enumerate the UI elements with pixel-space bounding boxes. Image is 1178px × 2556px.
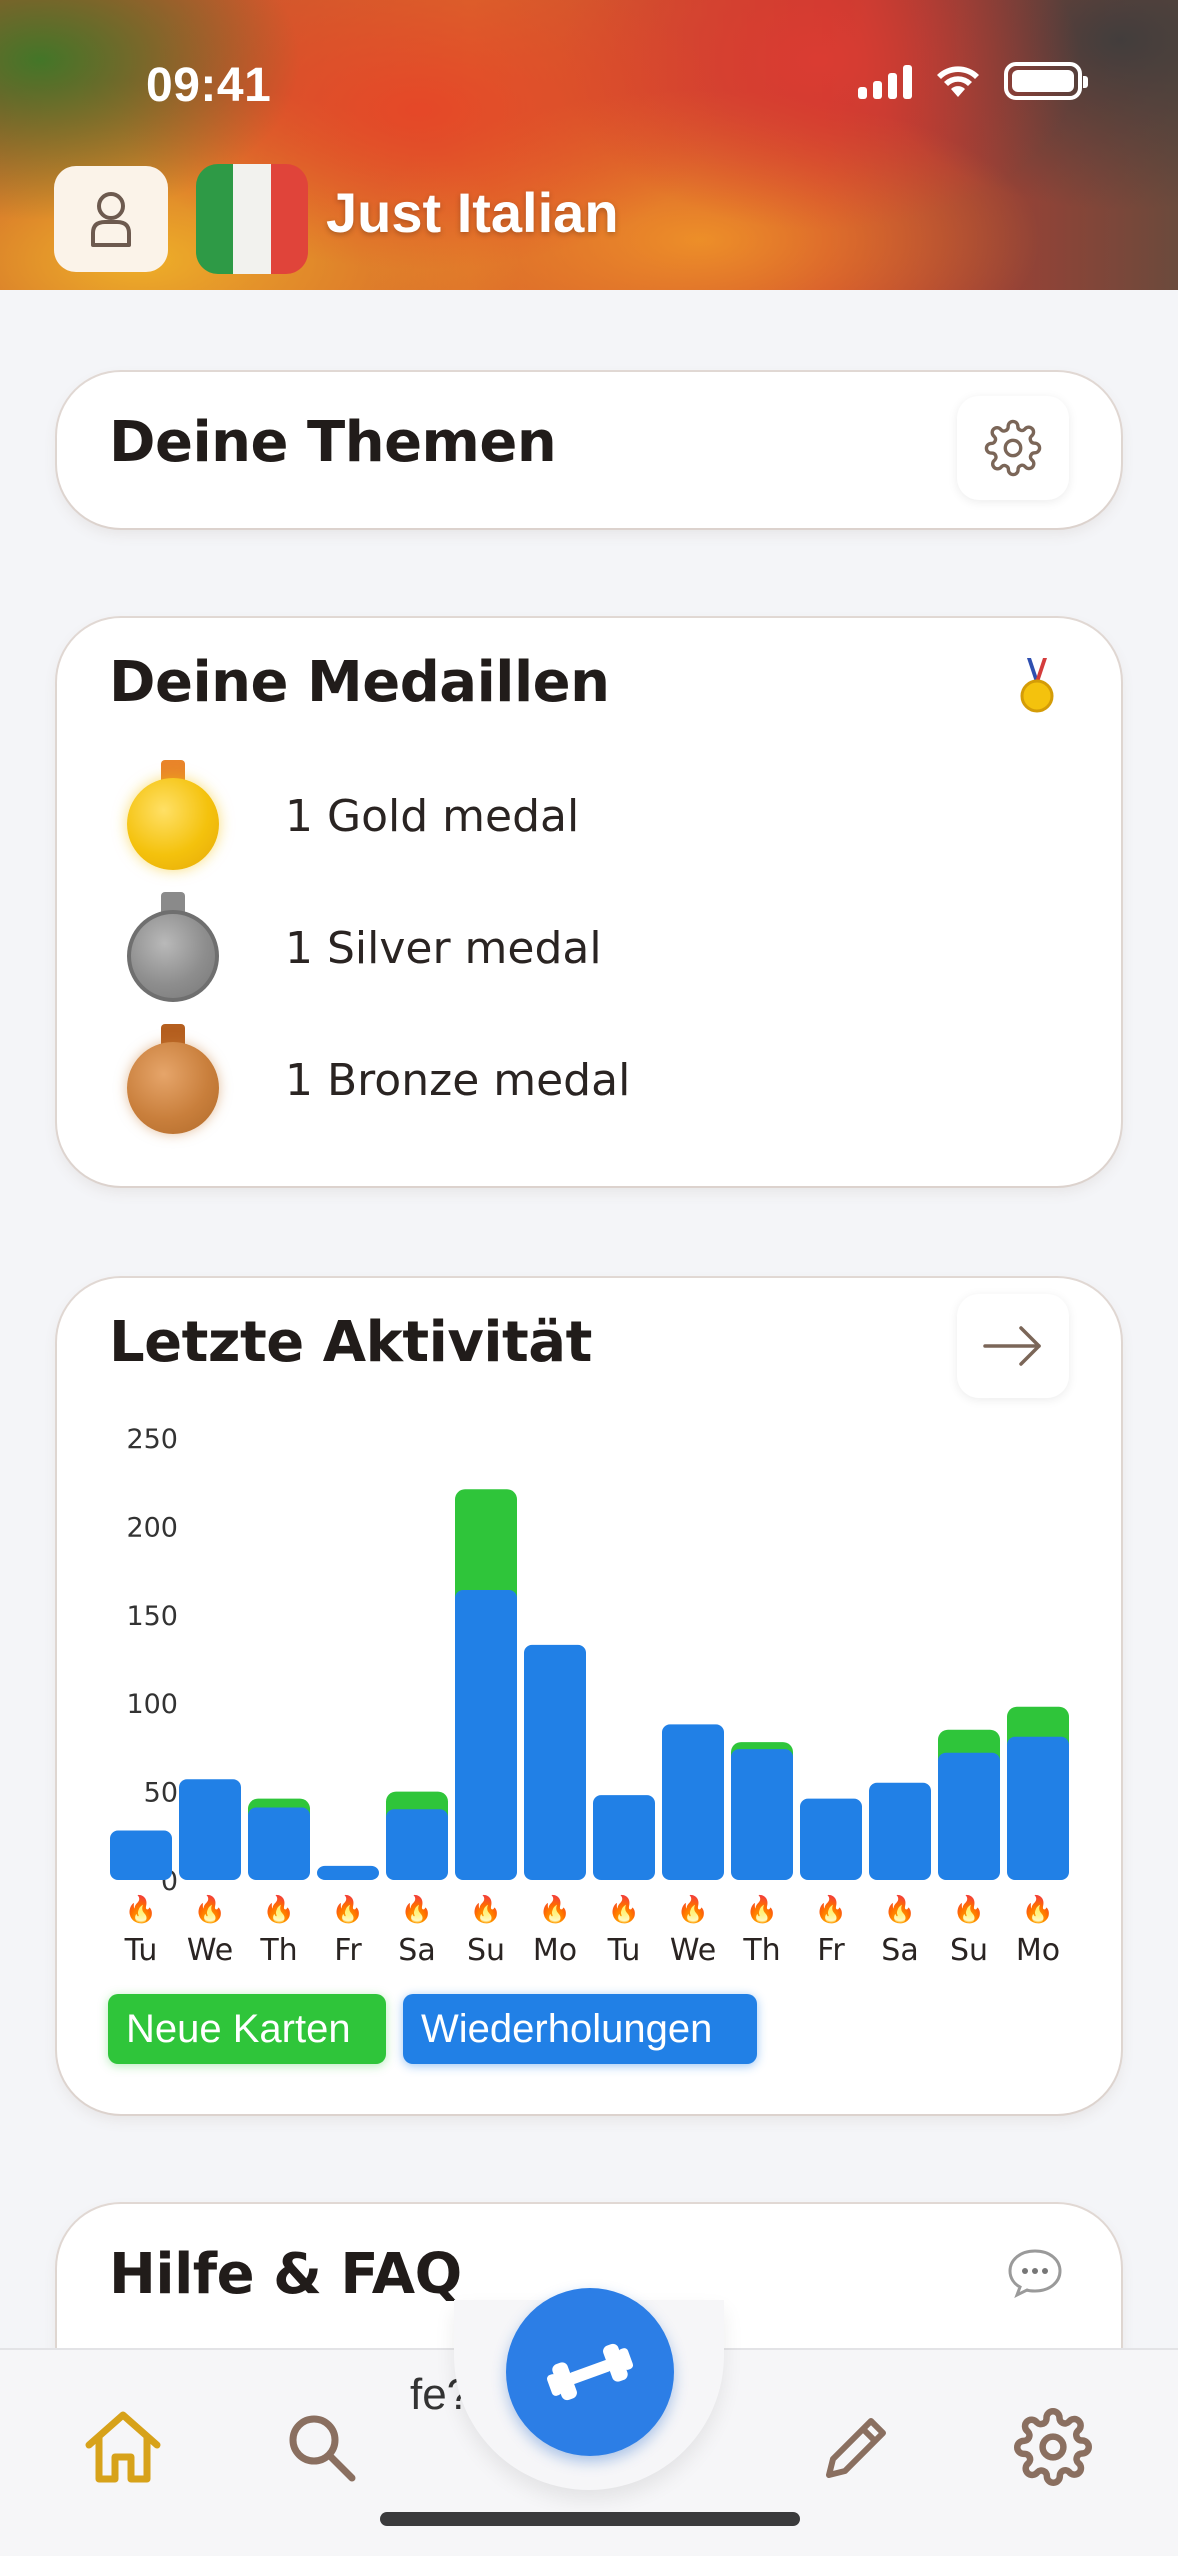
y-tick-label: 100	[126, 1689, 178, 1720]
practice-button[interactable]	[506, 2288, 674, 2456]
x-tick-label: Th	[742, 1933, 780, 1968]
y-tick-label: 150	[126, 1601, 178, 1632]
x-tick-label: Tu	[607, 1933, 641, 1968]
bar-reviews	[386, 1809, 448, 1880]
nav-settings[interactable]	[1008, 2402, 1098, 2492]
bar-reviews	[248, 1807, 310, 1880]
fire-icon: 🔥	[677, 1894, 709, 1925]
app-title: Just Italian	[326, 181, 619, 244]
fire-icon: 🔥	[608, 1894, 640, 1925]
bar-reviews	[662, 1724, 724, 1880]
battery-icon	[1004, 62, 1088, 100]
wifi-icon	[937, 66, 979, 97]
y-tick-label: 250	[126, 1424, 178, 1455]
fire-icon: 🔥	[1022, 1894, 1054, 1925]
fire-icon: 🔥	[125, 1894, 157, 1925]
bar-reviews	[524, 1644, 586, 1880]
fire-icon: 🔥	[401, 1894, 433, 1925]
bar-reviews	[179, 1779, 241, 1880]
status-icons	[858, 62, 1088, 100]
medals-card: Deine Medaillen 1 Gold medal 1 Silver me…	[57, 618, 1121, 1186]
legend-new-cards[interactable]: Neue Karten	[108, 1994, 386, 2064]
activity-details-button[interactable]	[957, 1294, 1069, 1398]
bar-reviews	[455, 1590, 517, 1880]
fire-icon: 🔥	[884, 1894, 916, 1925]
x-tick-label: Tu	[124, 1933, 158, 1968]
bar-reviews	[593, 1795, 655, 1880]
x-tick-label: We	[670, 1933, 716, 1968]
bronze-medal-icon	[123, 1024, 223, 1136]
silver-medal-label: 1 Silver medal	[285, 922, 602, 974]
gold-medal-label: 1 Gold medal	[285, 790, 580, 842]
x-tick-label: Su	[467, 1933, 505, 1968]
fire-icon: 🔥	[953, 1894, 985, 1925]
bar-reviews	[731, 1749, 793, 1880]
search-icon	[289, 2415, 356, 2482]
x-tick-label: Fr	[334, 1933, 362, 1968]
signal-icon	[858, 63, 912, 99]
silver-medal-icon	[123, 892, 223, 1004]
bronze-medal-label: 1 Bronze medal	[285, 1054, 631, 1106]
medal-row-gold: 1 Gold medal	[123, 760, 579, 872]
fire-icon: 🔥	[194, 1894, 226, 1925]
gear-icon	[984, 419, 1042, 477]
medal-row-silver: 1 Silver medal	[123, 892, 602, 1004]
bar-reviews	[110, 1830, 172, 1880]
fire-icon: 🔥	[746, 1894, 778, 1925]
app-logo	[196, 164, 308, 274]
home-indicator	[380, 2512, 800, 2526]
fire-icon: 🔥	[263, 1894, 295, 1925]
fire-icon: 🔥	[332, 1894, 364, 1925]
x-tick-label: Sa	[881, 1933, 918, 1968]
user-icon	[91, 192, 131, 247]
x-tick-label: Mo	[533, 1933, 577, 1968]
topics-card[interactable]: Deine Themen	[57, 372, 1121, 528]
chat-bubble-icon	[1008, 2249, 1062, 2298]
x-tick-label: Sa	[398, 1933, 435, 1968]
y-tick-label: 50	[144, 1778, 178, 1809]
activity-chart: 050100150200250🔥Tu🔥We🔥Th🔥Fr🔥Sa🔥Su🔥Mo🔥Tu🔥…	[110, 1424, 1069, 1968]
x-tick-label: We	[187, 1933, 233, 1968]
bar-reviews	[938, 1752, 1000, 1880]
gold-medal-icon	[123, 760, 223, 872]
nav-search[interactable]	[276, 2402, 366, 2492]
header	[0, 0, 1178, 290]
x-tick-label: Th	[259, 1933, 297, 1968]
bar-reviews	[1007, 1736, 1069, 1880]
topics-title: Deine Themen	[109, 410, 557, 475]
x-tick-label: Mo	[1016, 1933, 1060, 1968]
medal-row-bronze: 1 Bronze medal	[123, 1024, 630, 1136]
settings-icon	[1014, 2408, 1092, 2486]
topics-settings-button[interactable]	[957, 396, 1069, 500]
nav-edit[interactable]	[812, 2402, 902, 2492]
home-icon	[85, 2411, 161, 2483]
bar-reviews	[800, 1798, 862, 1880]
y-tick-label: 200	[126, 1512, 178, 1543]
bar-reviews	[317, 1865, 379, 1880]
fire-icon: 🔥	[815, 1894, 847, 1925]
medals-title: Deine Medaillen	[109, 650, 610, 715]
medal-icon	[1020, 658, 1054, 713]
activity-card: Letzte Aktivität	[57, 1278, 1121, 2114]
activity-title: Letzte Aktivität	[109, 1310, 592, 1375]
pencil-icon	[826, 2418, 886, 2478]
nav-home[interactable]	[78, 2402, 168, 2492]
fire-icon: 🔥	[539, 1894, 571, 1925]
legend-reviews[interactable]: Wiederholungen	[403, 1994, 757, 2064]
fire-icon: 🔥	[470, 1894, 502, 1925]
bar-reviews	[869, 1782, 931, 1880]
profile-button[interactable]	[54, 166, 168, 272]
arrow-right-icon	[983, 1326, 1041, 1366]
dumbbell-icon	[546, 2343, 634, 2401]
x-tick-label: Fr	[817, 1933, 845, 1968]
x-tick-label: Su	[950, 1933, 988, 1968]
status-time: 09:41	[146, 59, 272, 112]
faq-title: Hilfe & FAQ	[109, 2242, 462, 2307]
